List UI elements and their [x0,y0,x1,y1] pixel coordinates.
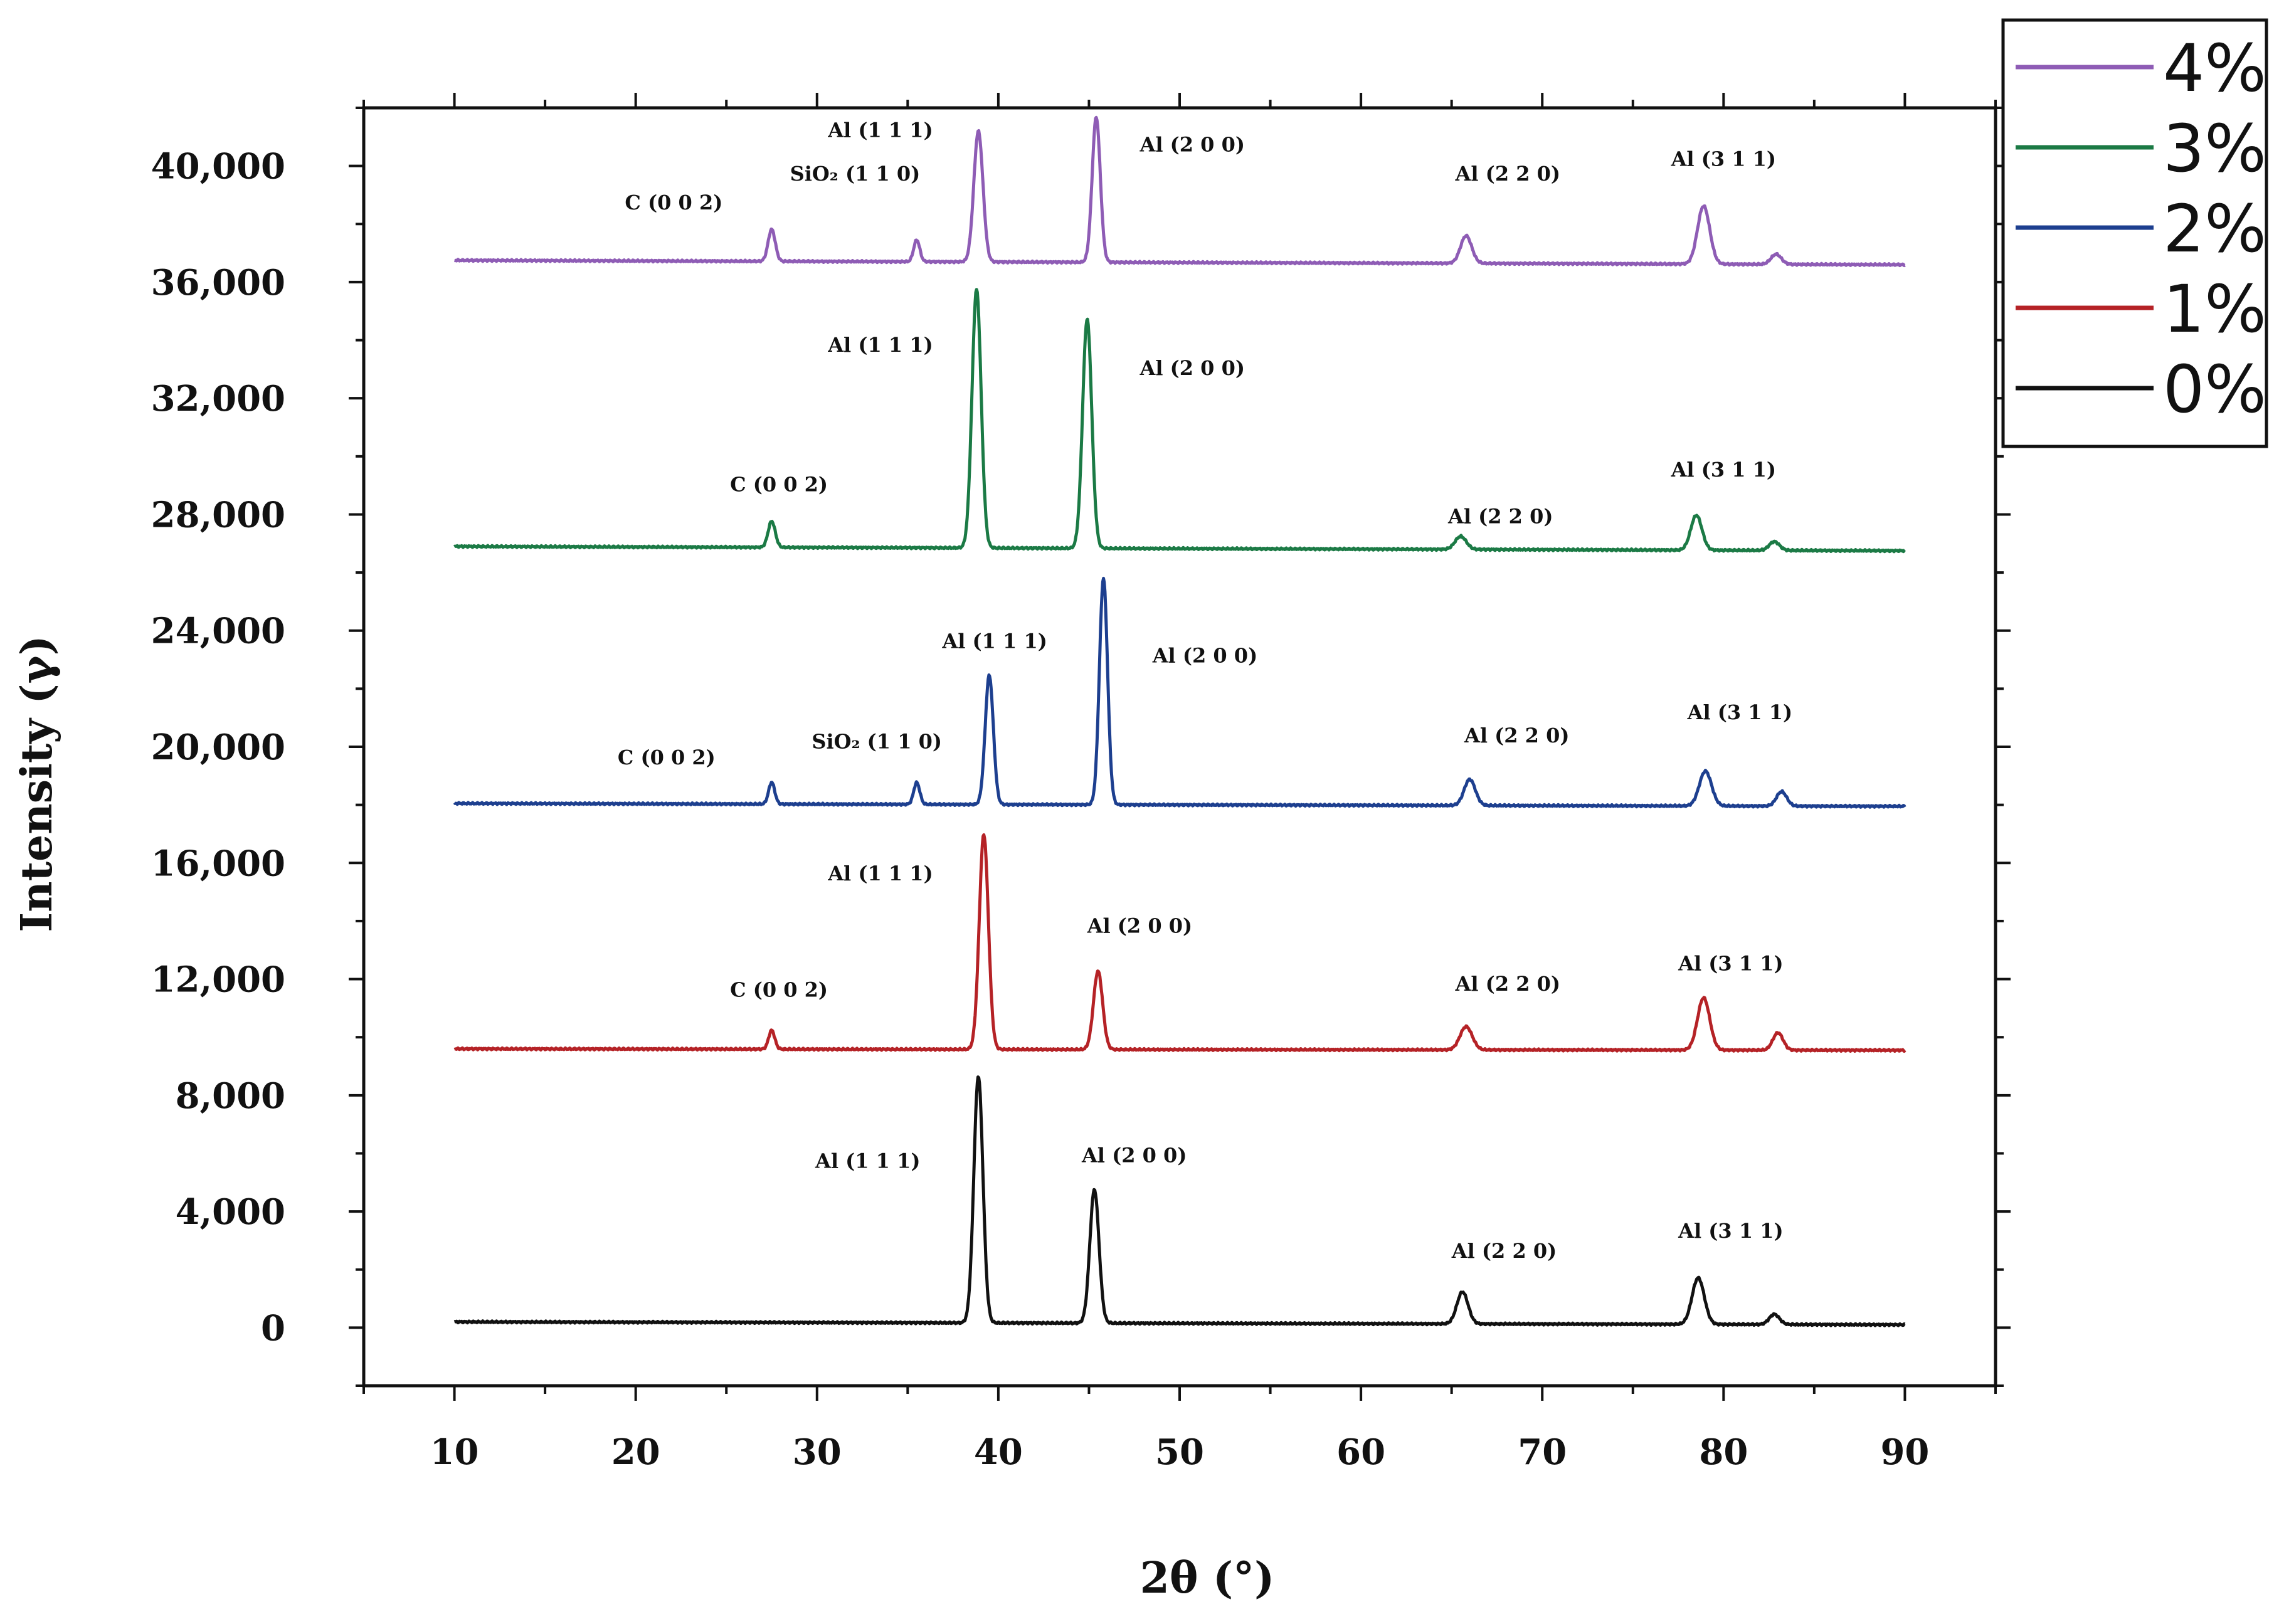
legend-label: 0% [2163,351,2266,428]
series-line-2pct [453,576,1906,809]
peak-label: Al (2 0 0) [1139,132,1244,156]
plot-frame [362,106,1997,1388]
series-line-0pct [453,1075,1906,1327]
peak-label: Al (1 1 1) [827,118,933,142]
x-tick-label: 60 [1336,1432,1385,1473]
y-tick-label: 24,000 [151,611,285,652]
y-tick-label: 16,000 [151,843,285,884]
series-line-4pct [453,115,1906,268]
peak-label: Al (1 1 1) [941,630,1047,653]
legend-label: 3% [2163,110,2266,187]
axis-ticks: 10 20 30 40 50 60 70 80 90 0 4,000 8,000 12,000 16,00… [151,93,2011,1473]
peak-label: Al (1 1 1) [827,333,933,357]
peak-label: C (0 0 2) [730,978,828,1001]
peak-label: SiO₂ (1 1 0) [812,729,942,753]
y-tick-label: 8,000 [176,1075,285,1117]
peak-label: Al (2 2 0) [1455,972,1560,996]
x-tick-label: 80 [1699,1432,1748,1473]
legend-label: 4% [2163,30,2266,107]
peak-label: Al (2 2 0) [1451,1239,1557,1263]
peak-label: Al (2 2 0) [1455,162,1560,186]
peak-label: Al (2 0 0) [1087,914,1192,937]
peak-label: Al (2 0 0) [1081,1143,1187,1167]
y-tick-label: 20,000 [151,727,285,768]
peak-label: Al (1 1 1) [815,1149,920,1173]
y-tick-label: 4,000 [176,1191,285,1233]
y-tick-label: 40,000 [151,146,285,187]
y-tick-label: 12,000 [151,959,285,1001]
peak-label: C (0 0 2) [730,472,828,496]
series-line-3pct [453,288,1906,554]
x-tick-label: 30 [793,1432,842,1473]
y-tick-label: 0 [261,1307,285,1349]
peak-label: Al (1 1 1) [827,862,933,885]
legend-label: 2% [2163,191,2266,267]
peak-label: SiO₂ (1 1 0) [790,162,921,186]
series-line-1pct [453,833,1906,1053]
peak-label: Al (2 0 0) [1152,644,1257,668]
series-lines [453,115,1906,1327]
x-tick-label: 90 [1880,1432,1929,1473]
peak-label: Al (3 1 1) [1671,458,1776,482]
legend: 4%3%2%1%0% [2001,18,2268,448]
x-tick-label: 50 [1155,1432,1204,1473]
x-axis-title: 2θ (°) [1140,1553,1275,1603]
peak-label: C (0 0 2) [618,746,716,769]
x-tick-label: 10 [430,1432,479,1473]
x-tick-label: 70 [1518,1432,1567,1473]
peak-labels: C (0 0 2) SiO₂ (1 1 0) Al (1 1 1) Al (2 0 0… [618,118,1792,1263]
y-tick-label: 36,000 [151,262,285,303]
peak-label: Al (2 2 0) [1464,724,1569,747]
peak-label: Al (3 1 1) [1671,147,1776,171]
x-tick-label: 20 [611,1432,660,1473]
y-axis-title: Intensity (γ) [12,635,62,932]
x-tick-label: 40 [974,1432,1023,1473]
y-tick-label: 28,000 [151,494,285,535]
peak-label: C (0 0 2) [625,191,722,214]
peak-label: Al (2 0 0) [1139,356,1244,380]
y-tick-label: 32,000 [151,378,285,419]
peak-label: Al (3 1 1) [1687,700,1792,724]
peak-label: Al (3 1 1) [1678,1219,1783,1243]
plot-area-border [362,106,1997,1388]
legend-label: 1% [2163,271,2266,347]
peak-label: Al (3 1 1) [1678,952,1783,976]
peak-label: Al (2 2 0) [1447,504,1553,528]
legend-box [2001,18,2268,448]
